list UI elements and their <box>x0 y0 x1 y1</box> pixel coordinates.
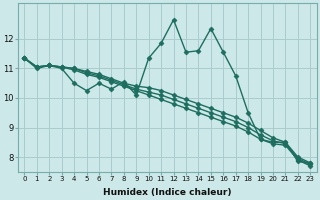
X-axis label: Humidex (Indice chaleur): Humidex (Indice chaleur) <box>103 188 232 197</box>
